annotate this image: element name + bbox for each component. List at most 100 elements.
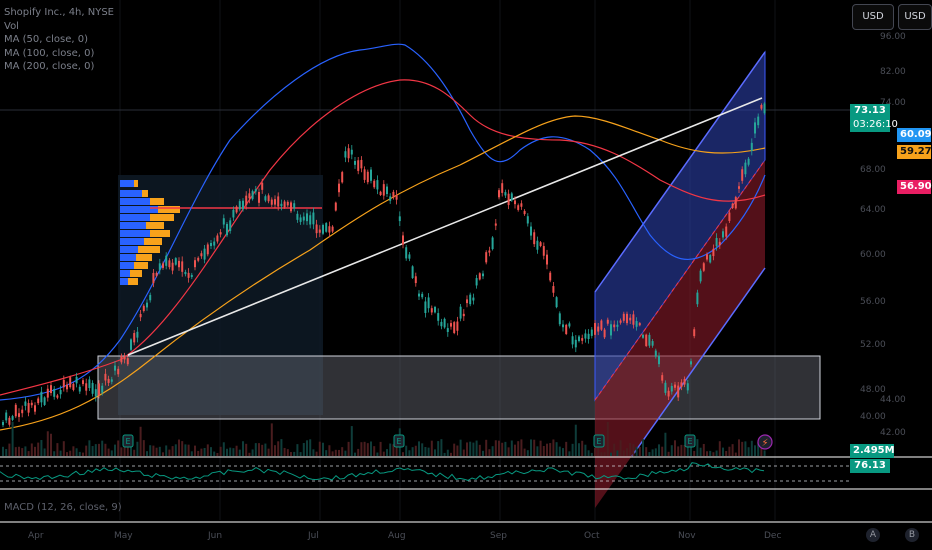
candle [117, 368, 120, 375]
candle [610, 324, 612, 336]
candle [165, 255, 168, 266]
volume-bar [165, 445, 168, 456]
candle [757, 116, 760, 126]
volume-bar [706, 451, 708, 456]
volume-bar [290, 452, 292, 456]
candle [40, 391, 43, 403]
volume-bar [610, 452, 612, 456]
candle [347, 148, 350, 159]
volume-bar [523, 448, 526, 456]
candle [632, 314, 635, 325]
volume-bar [82, 452, 84, 456]
candle [437, 313, 440, 321]
volume-profile-bar [120, 246, 138, 253]
volume-bar [50, 433, 52, 456]
volume-bar [238, 449, 241, 456]
volume-bar [88, 440, 91, 456]
volume-bar [507, 447, 510, 456]
candle [674, 384, 676, 388]
earnings-marker: E [593, 434, 605, 448]
legend-volume[interactable]: Vol [4, 20, 19, 32]
volume-bar [366, 443, 369, 456]
volume-profile-bar [144, 238, 162, 245]
volume-profile-bar [120, 190, 142, 197]
volume-bar [235, 445, 238, 456]
candle [629, 317, 632, 321]
volume-bar [40, 440, 43, 456]
volume-bar [187, 444, 190, 456]
macd-legend[interactable]: MACD (12, 26, close, 9) [4, 502, 122, 513]
currency-button[interactable]: USD [852, 4, 894, 30]
volume-bar [8, 443, 11, 456]
volume-bar [43, 448, 46, 456]
auto-scale-button[interactable]: A [866, 528, 880, 542]
volume-bar [606, 421, 609, 456]
candle [661, 375, 664, 381]
candle [744, 162, 747, 175]
candle [622, 313, 625, 321]
volume-bar [603, 452, 606, 456]
candle [123, 356, 126, 360]
volume-bar [718, 441, 721, 456]
candle [466, 299, 468, 304]
volume-bar [683, 445, 686, 456]
candle [357, 160, 360, 171]
support-zone-box [97, 355, 821, 420]
candle [382, 184, 385, 196]
candle [238, 201, 241, 210]
candle [242, 200, 244, 210]
volume-bar [322, 442, 324, 456]
volume-bar [405, 445, 408, 456]
volume-bar [149, 445, 152, 456]
volume-bar [264, 443, 267, 456]
volume-bar [440, 439, 443, 456]
candle [312, 212, 315, 225]
volume-bar [530, 439, 532, 456]
volume-bar [670, 445, 673, 456]
candle [363, 169, 366, 180]
volume-bar [5, 449, 8, 456]
candle [366, 171, 369, 183]
volume-bar [309, 439, 312, 456]
candle [56, 395, 59, 398]
volume-bar [661, 446, 664, 456]
candle [523, 210, 526, 215]
volume-bar [136, 441, 139, 456]
time-axis-label: Aug [388, 531, 406, 541]
volume-bar [408, 450, 411, 456]
legend-ma-50[interactable]: MA (50, close, 0) [4, 34, 89, 45]
candle [568, 323, 571, 327]
candle [670, 385, 673, 392]
legend-ma-100[interactable]: MA (100, close, 0) [4, 47, 95, 59]
volume-bar [629, 443, 632, 456]
volume-bar [536, 446, 539, 456]
volume-bar [11, 421, 14, 456]
candle [427, 297, 430, 309]
candle [43, 397, 46, 405]
volume-bar [600, 452, 603, 456]
candle [5, 412, 8, 421]
volume-bar [347, 441, 350, 456]
candle [446, 328, 449, 332]
currency-button-secondary[interactable]: USD [898, 4, 932, 30]
candle [664, 382, 667, 393]
price-axis-label: 48.00 [860, 385, 886, 395]
candle [69, 377, 72, 388]
candle [72, 383, 75, 390]
volume-bar [203, 447, 206, 456]
volume-profile-bar [120, 254, 136, 261]
volume-bar [56, 443, 59, 456]
candle [405, 247, 408, 259]
volume-bar [498, 440, 500, 456]
candle [283, 201, 286, 208]
candle [584, 333, 587, 339]
candle [82, 380, 84, 385]
symbol-title[interactable]: Shopify Inc., 4h, NYSE [4, 7, 115, 18]
log-scale-button[interactable]: B [905, 528, 919, 542]
legend-ma-200[interactable]: MA (200, close, 0) [4, 61, 95, 72]
volume-bar [587, 450, 590, 456]
candle [325, 223, 328, 232]
candle [706, 254, 708, 260]
